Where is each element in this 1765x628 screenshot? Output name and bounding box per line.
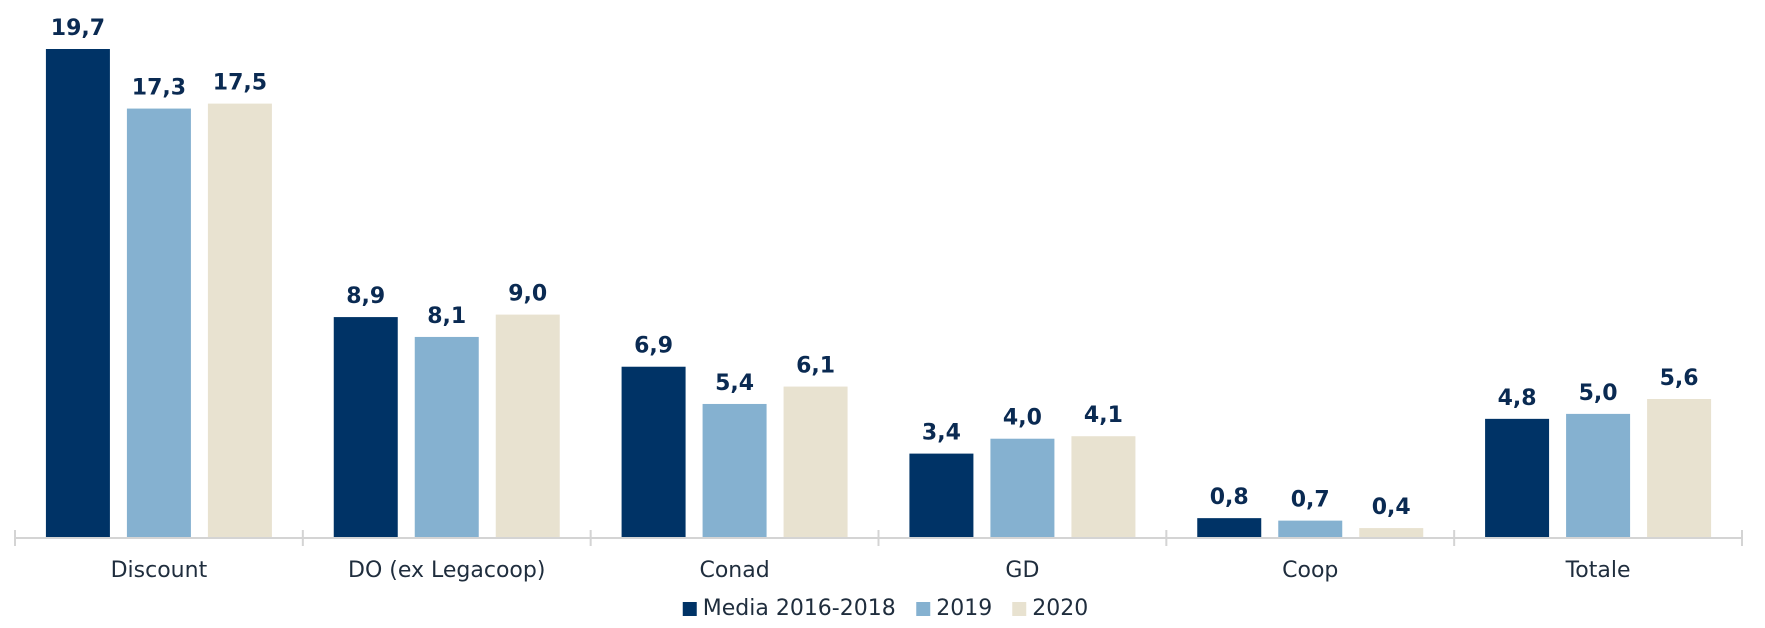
value-label: 8,1 xyxy=(427,304,466,329)
category-label: Totale xyxy=(1565,558,1631,583)
bar-1-2 xyxy=(333,317,398,538)
bar-2-4 xyxy=(990,438,1055,538)
legend: Media 2016-2018 2019 2020 xyxy=(682,596,1088,621)
bar-2-6 xyxy=(1566,413,1631,538)
value-label: 6,1 xyxy=(796,354,835,379)
value-label: 17,3 xyxy=(132,76,186,101)
category-label: Coop xyxy=(1282,558,1338,583)
bar-3-6 xyxy=(1647,398,1712,538)
category-label: DO (ex Legacoop) xyxy=(348,558,545,583)
legend-label-3: 2020 xyxy=(1032,596,1088,621)
value-labels-group: 19,7 17,3 17,5 8,9 8,1 9,0 6,9 5,4 6,1 3,4 4,0 4,1 0… xyxy=(51,16,1699,520)
legend-label-1: Media 2016-2018 xyxy=(703,596,896,621)
legend-label-2: 2019 xyxy=(936,596,992,621)
legend-swatch-1 xyxy=(682,602,697,616)
value-label: 4,0 xyxy=(1003,406,1042,431)
value-label: 5,6 xyxy=(1660,366,1699,391)
legend-swatch-3 xyxy=(1012,602,1027,616)
bar-1-1 xyxy=(45,49,110,538)
value-label: 0,7 xyxy=(1291,488,1330,513)
legend-swatch-2 xyxy=(916,602,931,616)
bar-3-2 xyxy=(495,314,560,538)
value-label: 5,4 xyxy=(715,371,754,396)
bar-1-6 xyxy=(1485,418,1550,538)
bar-3-1 xyxy=(207,103,272,539)
value-label: 0,4 xyxy=(1372,495,1411,520)
value-label: 5,0 xyxy=(1579,381,1618,406)
bar-2-2 xyxy=(414,336,479,538)
value-label: 4,8 xyxy=(1498,386,1537,411)
bar-3-5 xyxy=(1359,528,1424,538)
bar-1-3 xyxy=(621,366,686,538)
x-axis xyxy=(14,530,1743,546)
bar-3-3 xyxy=(783,386,848,538)
category-label: Discount xyxy=(111,558,208,583)
bar-3-4 xyxy=(1071,436,1136,538)
value-label: 6,9 xyxy=(634,334,673,359)
value-label: 8,9 xyxy=(346,284,385,309)
value-label: 4,1 xyxy=(1084,403,1123,428)
category-label: GD xyxy=(1005,558,1039,583)
value-label: 0,8 xyxy=(1210,485,1249,510)
value-label: 9,0 xyxy=(508,282,547,307)
bars-group xyxy=(45,49,1712,539)
bar-2-5 xyxy=(1278,520,1343,538)
value-label: 3,4 xyxy=(922,421,961,446)
bar-2-3 xyxy=(702,403,767,538)
value-label: 19,7 xyxy=(51,16,105,41)
category-label: Conad xyxy=(699,558,769,583)
bar-2-1 xyxy=(126,108,191,538)
bar-1-5 xyxy=(1197,518,1262,538)
bar-1-4 xyxy=(909,453,974,538)
category-labels-group: Discount DO (ex Legacoop) Conad GD Coop Total… xyxy=(111,558,1631,583)
value-label: 17,5 xyxy=(213,71,267,96)
